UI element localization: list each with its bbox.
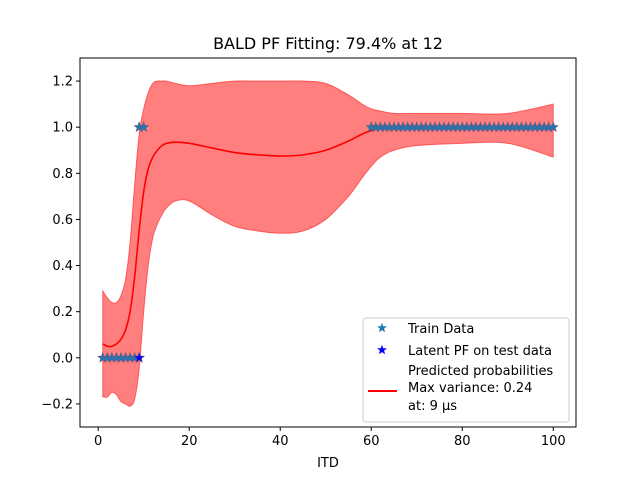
legend-train-label: Train Data	[407, 322, 474, 337]
y-tick-label: 0.4	[52, 259, 73, 274]
x-axis-label: ITD	[317, 456, 339, 471]
latent-pf-point	[133, 351, 145, 363]
x-tick-label: 40	[272, 434, 289, 449]
legend: Train Data Latent PF on test data Predic…	[362, 317, 570, 423]
y-axis-ticks: −0.2 0.0 0.2 0.4 0.6 0.8 1.0 1.2	[41, 75, 80, 412]
legend-pred-line2: Max variance: 0.24	[408, 381, 532, 396]
y-tick-label: 0.8	[52, 167, 73, 182]
y-tick-label: 1.0	[52, 121, 73, 136]
confidence-band-layer	[102, 80, 554, 407]
y-tick-label: 0.6	[52, 213, 73, 228]
train-data-layer	[96, 121, 560, 363]
chart-title: BALD PF Fitting: 79.4% at 12	[213, 34, 443, 53]
legend-train-star	[377, 322, 387, 333]
y-tick-label: −0.2	[41, 397, 73, 412]
legend-pred-line1: Predicted probabilities	[408, 364, 553, 379]
train-data-point	[547, 121, 560, 133]
legend-latent-marker	[377, 344, 387, 355]
y-tick-label: 1.2	[52, 75, 73, 90]
legend-box	[362, 317, 570, 423]
y-tick-label: 0.2	[52, 305, 73, 320]
x-axis-ticks: 0 20 40 60 80 100	[94, 427, 566, 449]
x-tick-label: 60	[363, 434, 380, 449]
legend-train-marker	[377, 322, 387, 333]
legend-latent-label: Latent PF on test data	[408, 344, 552, 359]
train-data-point	[137, 121, 150, 133]
x-tick-label: 100	[541, 434, 566, 449]
legend-pred-line3: at: 9 μs	[408, 399, 457, 414]
x-tick-label: 80	[454, 434, 471, 449]
confidence-band	[102, 80, 554, 407]
x-tick-label: 0	[94, 434, 102, 449]
y-tick-label: 0.0	[52, 351, 73, 366]
legend-latent-star	[377, 344, 387, 355]
x-tick-label: 20	[181, 434, 198, 449]
axes-frame	[79, 57, 577, 428]
